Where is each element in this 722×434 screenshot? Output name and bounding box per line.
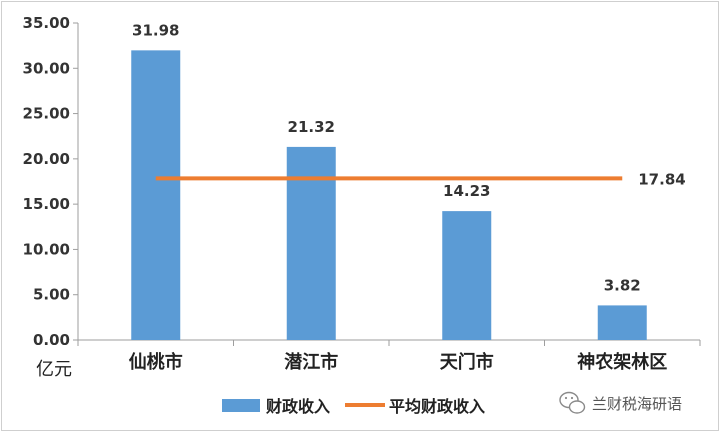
x-tick-label: 天门市 xyxy=(440,351,494,373)
bar-data-label: 31.98 xyxy=(132,21,179,39)
legend-label-line: 平均财政收入 xyxy=(389,397,485,416)
axes: 0.00 5.00 10.00 15.00 20.00 25.00 30.00 35.00 仙桃… xyxy=(23,14,701,373)
y-tick-label: 20.00 xyxy=(23,150,70,168)
bar-data-label: 21.32 xyxy=(288,118,335,136)
bar-data-label: 3.82 xyxy=(604,276,641,294)
watermark: 兰财税海研语 xyxy=(559,391,682,414)
y-tick-label: 25.00 xyxy=(23,105,70,123)
wechat-icon xyxy=(559,391,586,414)
x-tick-label: 潜江市 xyxy=(284,351,338,373)
legend-swatch-bar xyxy=(222,399,260,412)
x-tick-label: 仙桃市 xyxy=(129,351,183,373)
y-tick-label: 15.00 xyxy=(23,195,70,213)
y-tick-label: 10.00 xyxy=(23,240,70,258)
data-labels: 31.98 21.32 14.23 3.82 17.84 xyxy=(132,21,686,294)
bars xyxy=(131,50,647,340)
legend: 财政收入 平均财政收入 xyxy=(222,397,485,416)
y-axis-unit-label: 亿元 xyxy=(36,359,72,380)
y-tick-label: 35.00 xyxy=(23,14,70,32)
bar xyxy=(442,211,492,340)
y-tick-label: 5.00 xyxy=(33,286,70,304)
watermark-text: 兰财税海研语 xyxy=(592,395,682,413)
bar xyxy=(286,146,336,340)
bar-data-label: 14.23 xyxy=(443,182,490,200)
y-tick-label: 30.00 xyxy=(23,59,70,77)
x-tick-label: 神农架林区 xyxy=(577,351,667,373)
y-tick-label: 0.00 xyxy=(33,331,70,349)
bar xyxy=(131,50,181,340)
bar xyxy=(597,305,647,340)
average-data-label: 17.84 xyxy=(638,170,685,188)
legend-label-bar: 财政收入 xyxy=(265,397,330,416)
